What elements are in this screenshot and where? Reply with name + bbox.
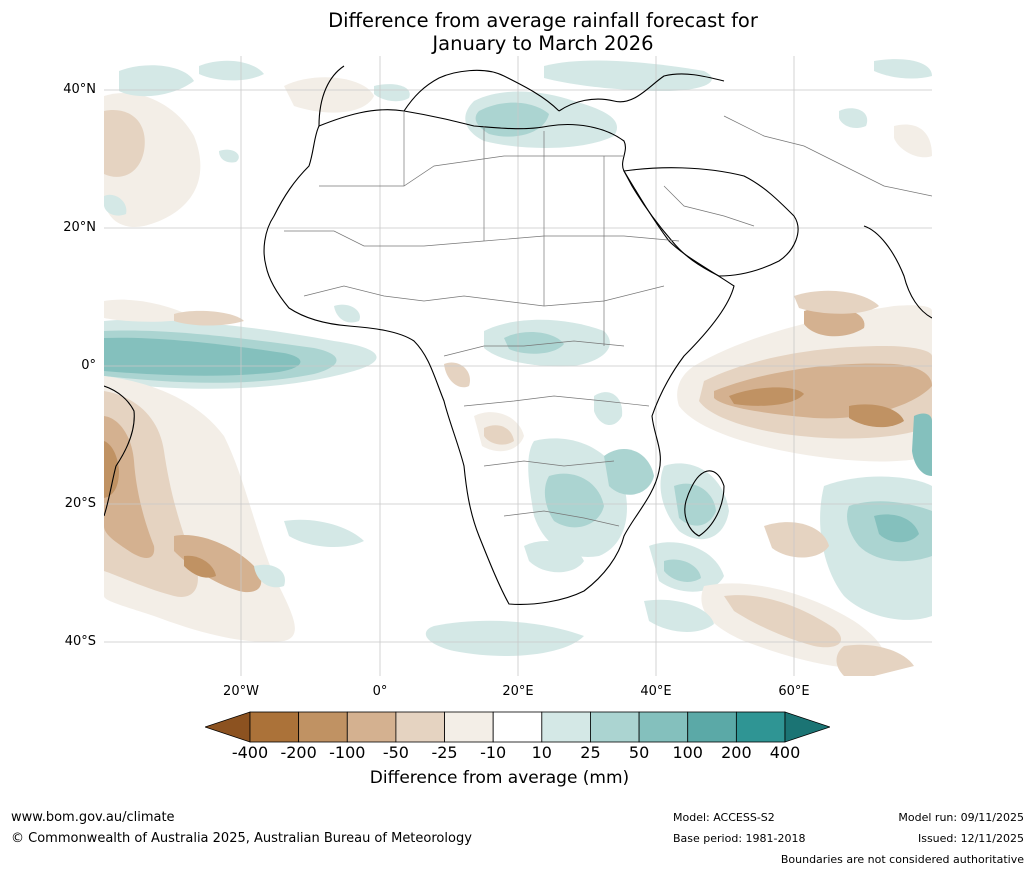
colorbar-bin	[249, 711, 300, 743]
colorbar-tick: 400	[769, 743, 801, 762]
map-title-line1: Difference from average rainfall forecas…	[328, 9, 758, 32]
colorbar	[205, 711, 830, 743]
colorbar-bin	[298, 711, 348, 743]
colorbar-bin	[492, 711, 543, 743]
lon-label-20w: 20°W	[223, 684, 259, 699]
colorbar-bin	[541, 711, 591, 743]
lat-label-0: 0°	[81, 358, 96, 373]
europe-coastline	[318, 65, 725, 127]
colorbar-label-text: Difference from average (mm)	[369, 768, 630, 788]
colorbar-extend-low	[205, 711, 251, 743]
disclaimer-text: Boundaries are not considered authoritat…	[780, 853, 1024, 866]
lon-label-40e: 40°E	[640, 684, 672, 699]
lat-label-20s: 20°S	[64, 496, 96, 511]
map-title: Difference from average rainfall forecas…	[0, 9, 1035, 55]
model-run-text: Model run: 09/11/2025	[898, 811, 1024, 824]
anomaly-shading	[104, 59, 932, 676]
africa-coastline	[263, 109, 735, 605]
colorbar-tick: 25	[580, 743, 601, 762]
model-text: Model: ACCESS-S2	[673, 811, 775, 824]
lon-label-60e: 60°E	[778, 684, 810, 699]
lat-label-20n: 20°N	[63, 220, 96, 235]
base-period-text: Base period: 1981-2018	[673, 832, 806, 845]
colorbar-tick: -50	[382, 743, 409, 762]
colorbar-tick: -10	[480, 743, 507, 762]
lon-label-20e: 20°E	[502, 684, 534, 699]
colorbar-tick: 10	[531, 743, 552, 762]
coastlines	[104, 65, 932, 605]
website-link[interactable]: www.bom.gov.au/climate	[11, 810, 175, 825]
rainfall-anomaly-map	[104, 56, 932, 676]
colorbar-extend-high	[784, 711, 830, 743]
madagascar-coastline	[684, 470, 725, 537]
colorbar-bin	[687, 711, 737, 743]
arabia-coastline	[623, 167, 799, 277]
map-title-line2: January to March 2026	[432, 32, 654, 55]
colorbar-label: Difference from average (mm)	[0, 768, 1035, 788]
colorbar-bin	[395, 711, 445, 743]
colorbar-tick: -400	[231, 743, 269, 762]
india-coastline	[863, 225, 932, 319]
lon-label-0: 0°	[372, 684, 388, 699]
colorbar-tick: 100	[672, 743, 703, 762]
colorbar-bin	[444, 711, 494, 743]
colorbar-bin	[638, 711, 689, 743]
colorbar-bin	[590, 711, 640, 743]
copyright-text: © Commonwealth of Australia 2025, Austra…	[11, 831, 472, 846]
south-america-coastline	[104, 385, 135, 517]
colorbar-tick: 200	[721, 743, 752, 762]
colorbar-bin	[346, 711, 397, 743]
country-borders	[284, 111, 932, 527]
lat-label-40n: 40°N	[63, 82, 96, 97]
lat-label-40s: 40°S	[64, 634, 96, 649]
colorbar-bin	[735, 711, 786, 743]
issued-text: Issued: 12/11/2025	[917, 832, 1024, 845]
colorbar-tick: -200	[280, 743, 317, 762]
colorbar-tick: -100	[329, 743, 366, 762]
gridlines	[104, 56, 932, 676]
colorbar-tick: 50	[628, 743, 650, 762]
colorbar-tick: -25	[431, 743, 458, 762]
